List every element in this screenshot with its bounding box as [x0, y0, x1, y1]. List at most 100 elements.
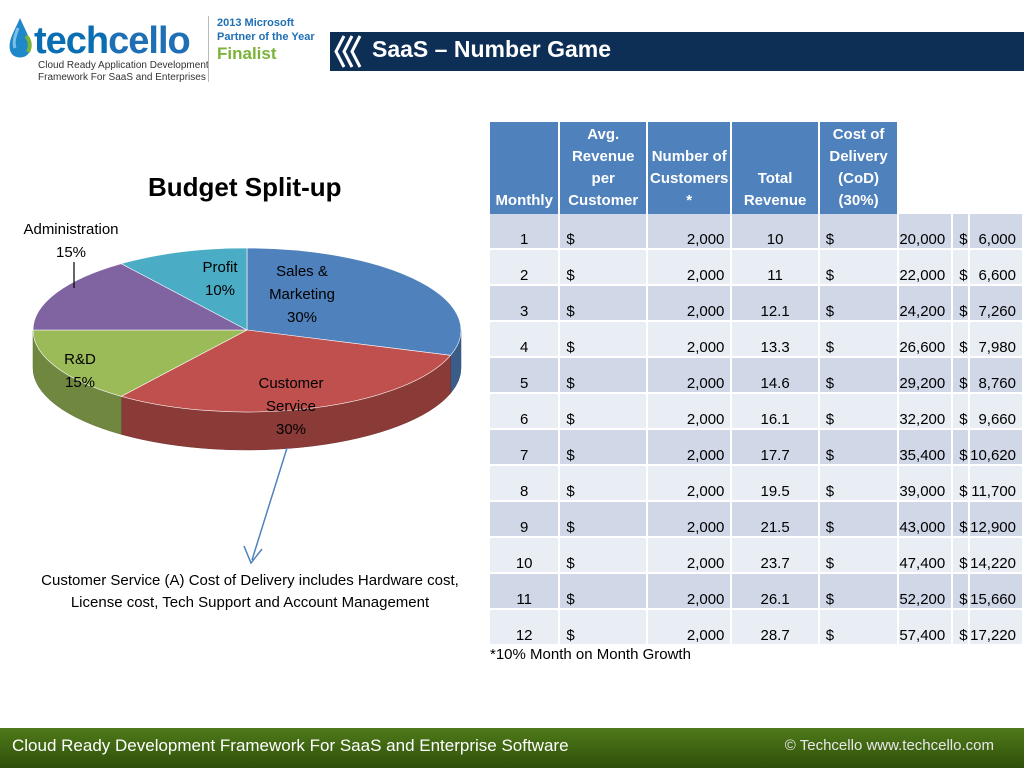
note-arrow [251, 447, 288, 561]
cell-cod: 7,980 [969, 321, 1024, 358]
water-drop-icon [9, 18, 32, 58]
cell-customers: 10 [731, 214, 820, 250]
cell-month: 2 [490, 249, 561, 286]
logo-tagline: Cloud Ready Application Development Fram… [38, 60, 218, 84]
pie-label-percent: 10% [204, 282, 236, 299]
cell-total-revenue: 32,200 [898, 393, 954, 430]
cell-currency: $ [952, 573, 971, 610]
award-finalist: Finalist [217, 44, 277, 63]
customer-service-note: Customer Service (A) Cost of Delivery in… [41, 572, 459, 611]
cell-customers: 14.6 [731, 357, 820, 394]
logo-tagline-line: Framework For SaaS and Enterprises [38, 72, 206, 83]
cell-currency: $ [559, 465, 649, 502]
chart-title: Budget Split-up [148, 172, 342, 202]
cell-cod: 17,220 [969, 609, 1024, 646]
table-row: 5 $2,000 14.6 $29,200 $8,760 [490, 357, 1024, 394]
table-row: 10 $2,000 23.7 $47,400 $14,220 [490, 537, 1024, 574]
table-row: 11 $2,000 26.1 $52,200 $15,660 [490, 573, 1024, 610]
cell-currency: $ [818, 501, 900, 538]
cell-avg-revenue: 2,000 [647, 285, 733, 322]
logo-word-b: cello [108, 20, 191, 62]
cell-month: 3 [490, 285, 561, 322]
cell-currency: $ [559, 214, 649, 250]
cell-customers: 17.7 [731, 429, 820, 466]
cell-currency: $ [952, 537, 971, 574]
cell-currency: $ [952, 429, 971, 466]
cell-currency: $ [559, 429, 649, 466]
cell-cod: 14,220 [969, 537, 1024, 574]
header-total-revenue: Total Revenue [731, 122, 820, 214]
cell-cod: 9,660 [969, 393, 1024, 430]
cell-currency: $ [952, 285, 971, 322]
pie-label-percent: 15% [55, 244, 87, 261]
chevron-left-icon [334, 35, 362, 68]
cell-month: 11 [490, 573, 561, 610]
cell-avg-revenue: 2,000 [647, 465, 733, 502]
pie-label-percent: 15% [64, 374, 96, 391]
table-row: 2 $2,000 11 $22,000 $6,600 [490, 249, 1024, 286]
techcello-logo: techcello Cloud Ready Application Develo… [6, 14, 326, 86]
cell-cod: 6,600 [969, 249, 1024, 286]
header-avg-revenue: Avg. Revenue per Customer [559, 122, 649, 214]
cell-currency: $ [952, 357, 971, 394]
cell-currency: $ [818, 214, 900, 250]
cell-avg-revenue: 2,000 [647, 249, 733, 286]
cell-currency: $ [559, 537, 649, 574]
cell-total-revenue: 20,000 [898, 214, 954, 250]
cell-cod: 7,260 [969, 285, 1024, 322]
cell-currency: $ [818, 537, 900, 574]
cell-total-revenue: 52,200 [898, 573, 954, 610]
pie-slice [246, 247, 462, 356]
cell-avg-revenue: 2,000 [647, 393, 733, 430]
cell-month: 12 [490, 609, 561, 646]
table-row: 3 $2,000 12.1 $24,200 $7,260 [490, 285, 1024, 322]
cell-customers: 13.3 [731, 321, 820, 358]
cell-cod: 8,760 [969, 357, 1024, 394]
table-row: 6 $2,000 16.1 $32,200 $9,660 [490, 393, 1024, 430]
cell-currency: $ [952, 501, 971, 538]
cell-currency: $ [559, 573, 649, 610]
cell-currency: $ [818, 393, 900, 430]
cell-customers: 19.5 [731, 465, 820, 502]
partner-award-badge: 2013 Microsoft Partner of the Year Final… [208, 16, 315, 82]
cell-customers: 16.1 [731, 393, 820, 430]
cell-currency: $ [952, 609, 971, 646]
table-row: 1 $2,000 10 $20,000 $6,000 [490, 214, 1024, 250]
cell-customers: 21.5 [731, 501, 820, 538]
cell-month: 10 [490, 537, 561, 574]
cell-avg-revenue: 2,000 [647, 573, 733, 610]
pie-label: Sales & Marketing 30% [252, 260, 352, 329]
pie-label: Profit 10% [190, 256, 250, 302]
cell-month: 4 [490, 321, 561, 358]
award-year: 2013 Microsoft [217, 17, 295, 29]
cell-currency: $ [818, 609, 900, 646]
cell-month: 9 [490, 501, 561, 538]
arrow-head-icon [243, 545, 263, 565]
cell-currency: $ [818, 573, 900, 610]
footer-text: Cloud Ready Development Framework For Sa… [12, 736, 569, 755]
revenue-table: Monthly Avg. Revenue per Customer Number… [490, 122, 1024, 646]
cell-cod: 6,000 [969, 214, 1024, 250]
award-title: Partner of the Year [217, 31, 315, 43]
slide-title: SaaS – Number Game [372, 36, 612, 62]
cell-currency: $ [559, 357, 649, 394]
cell-customers: 28.7 [731, 609, 820, 646]
cell-cod: 12,900 [969, 501, 1024, 538]
cell-currency: $ [559, 249, 649, 286]
cell-customers: 23.7 [731, 537, 820, 574]
cell-currency: $ [952, 465, 971, 502]
cell-avg-revenue: 2,000 [647, 357, 733, 394]
logo-word-a: tech [34, 20, 109, 62]
pie-label-name: R&D [64, 351, 96, 368]
cell-currency: $ [818, 465, 900, 502]
cell-total-revenue: 47,400 [898, 537, 954, 574]
cell-currency: $ [952, 321, 971, 358]
pie-label: Administration 15% [6, 218, 136, 264]
cell-avg-revenue: 2,000 [647, 501, 733, 538]
cell-currency: $ [952, 249, 971, 286]
table-row: 4 $2,000 13.3 $26,600 $7,980 [490, 321, 1024, 358]
table-body: 1 $2,000 10 $20,000 $6,000 2 $2,000 11 $22,000 $6… [490, 214, 1024, 646]
cell-currency: $ [818, 321, 900, 358]
table-header-row: Monthly Avg. Revenue per Customer Number… [490, 122, 1023, 214]
pie-label-name: Administration [23, 221, 119, 238]
